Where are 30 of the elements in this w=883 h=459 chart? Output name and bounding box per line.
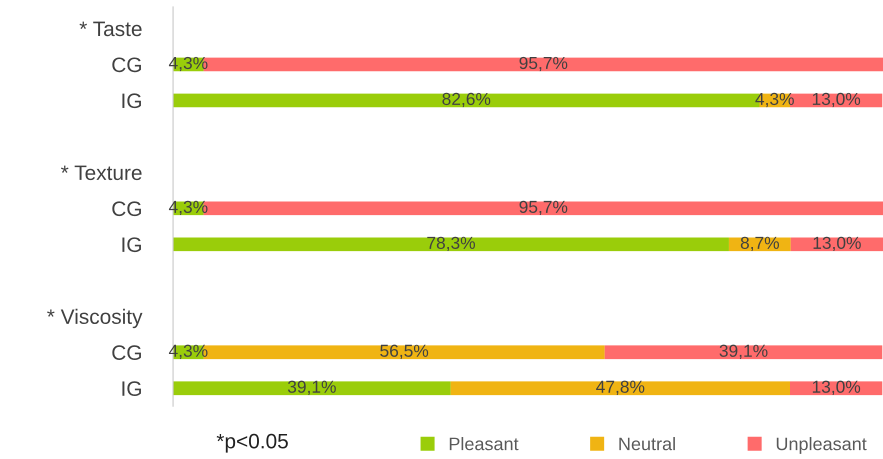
data-label: 56,5% (380, 344, 428, 359)
data-label: 13,0% (814, 236, 861, 252)
data-label: 47,8% (596, 380, 644, 395)
bar (604, 345, 882, 360)
legend-label: Pleasant (450, 437, 518, 450)
data-label: 8,7% (740, 236, 779, 252)
y-tick-label: CG (112, 57, 141, 72)
y-tick-label: IG (122, 93, 141, 108)
data-label: 13,0% (812, 380, 860, 395)
y-tick-label: * Viscosity (47, 308, 142, 328)
data-label: 82,6% (442, 92, 490, 108)
data-label: 39,1% (288, 380, 336, 395)
y-tick-label: * Taste (80, 22, 142, 36)
bar (450, 381, 790, 396)
y-tick-label: CG (112, 345, 141, 360)
data-label: 95,7% (520, 56, 568, 72)
y-tick-label: * Texture (61, 166, 142, 180)
legend-label: Unpleasant (776, 437, 867, 454)
legend-label: Neutral (619, 437, 675, 450)
data-label: 4,3% (755, 92, 794, 108)
data-label: 39,1% (720, 344, 768, 359)
data-label: 78,3% (427, 236, 476, 252)
bar (173, 237, 729, 252)
y-tick-label: CG (112, 201, 141, 216)
bar (173, 381, 451, 396)
data-label: 95,7% (520, 200, 568, 216)
data-label: 13,0% (812, 92, 860, 108)
text: *p<0.05 (216, 434, 288, 453)
y-tick-label: IG (122, 381, 141, 396)
y-tick-label: IG (122, 237, 141, 252)
